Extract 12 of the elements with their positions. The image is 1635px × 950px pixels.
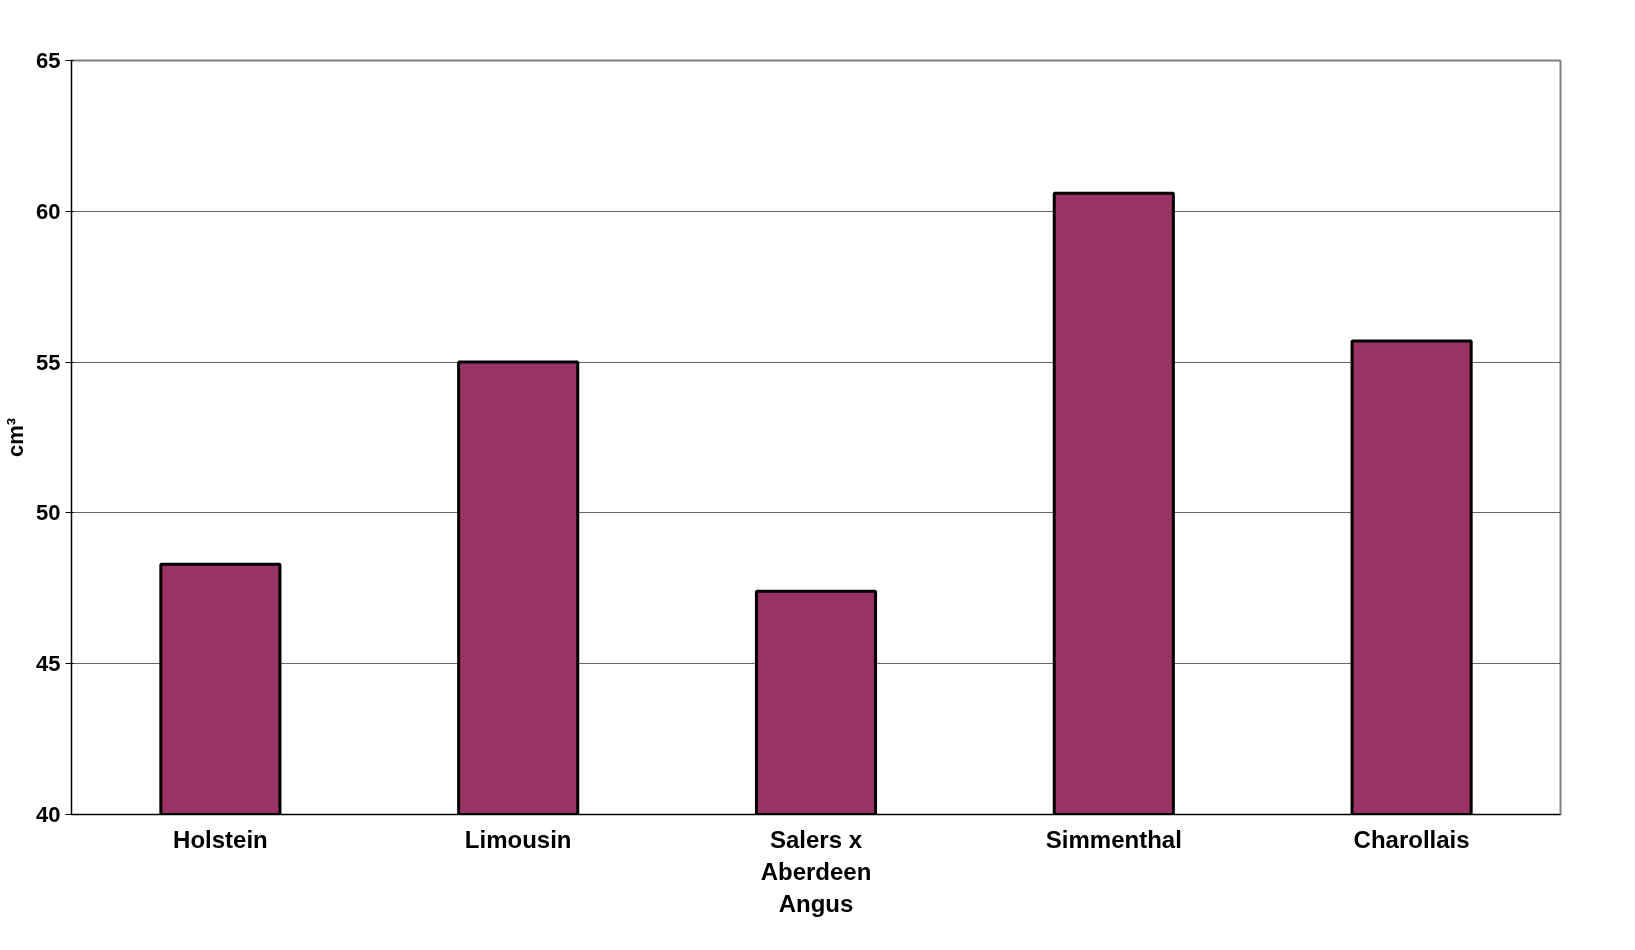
y-tick-label: 65 — [36, 48, 61, 73]
x-tick-label: Limousin — [464, 825, 572, 853]
x-tick-label: Charollais — [1353, 825, 1470, 853]
y-axis-title: cm³ — [3, 417, 29, 458]
y-tick-label: 40 — [36, 802, 61, 827]
x-tick-label: Salers x Aberdeen Angus — [760, 825, 872, 918]
x-tick-label: Holstein — [173, 825, 268, 853]
y-tick-label: 50 — [36, 500, 61, 526]
x-tick-label: Simmenthal — [1045, 825, 1182, 853]
y-tick-label: 60 — [36, 198, 61, 224]
y-tick-label: 45 — [36, 651, 61, 677]
y-tick-label: 55 — [36, 349, 61, 375]
